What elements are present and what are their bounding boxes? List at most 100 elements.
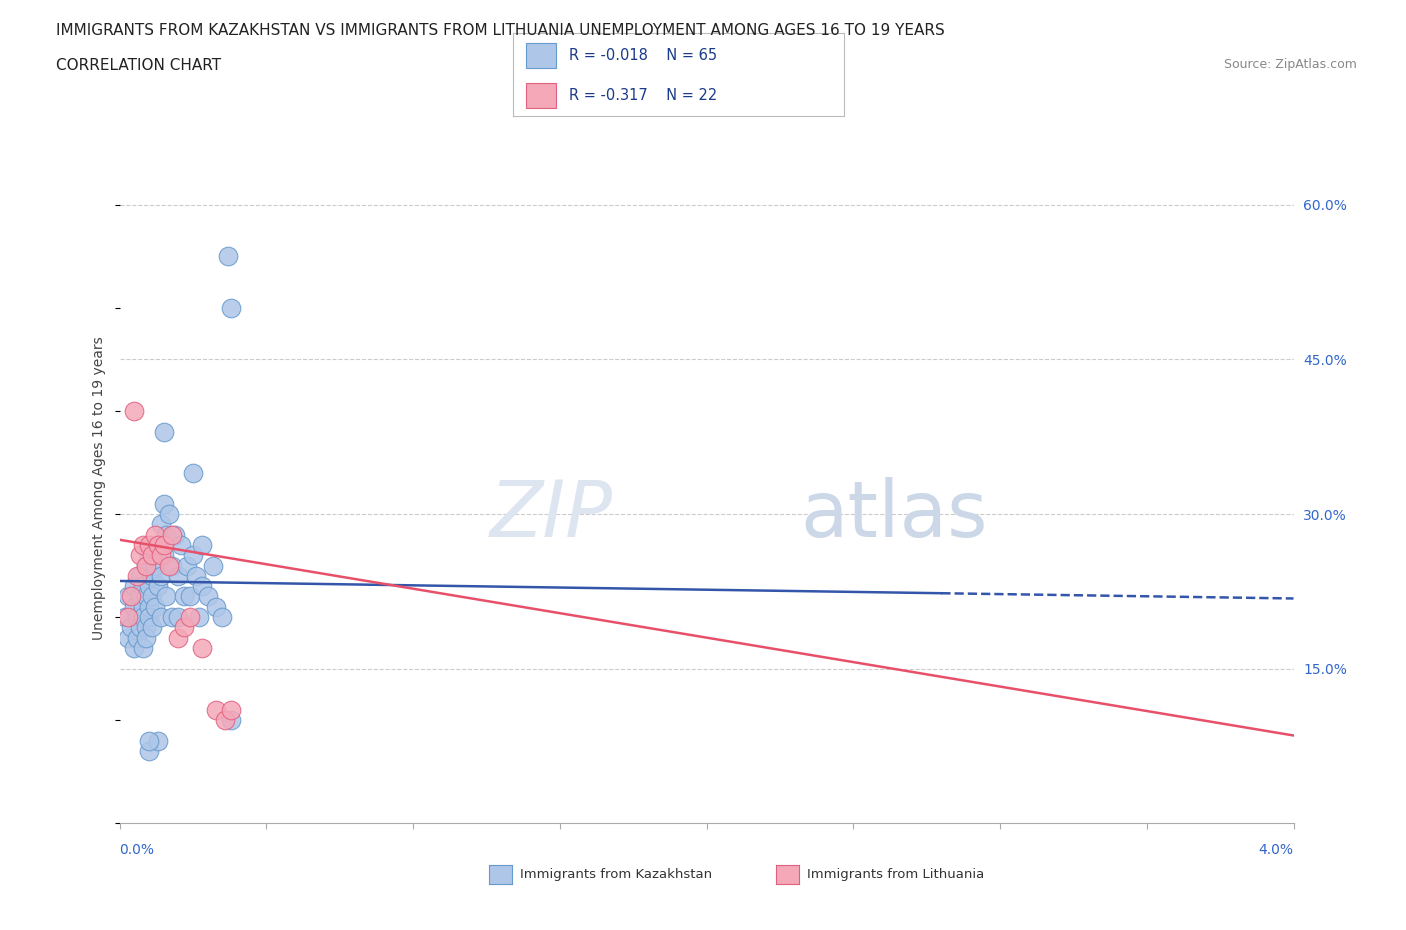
Point [146,578,169,593]
Point [132,609,155,624]
Point [141,548,163,563]
Point [173,589,195,604]
Text: CORRELATION CHART: CORRELATION CHART [56,58,221,73]
Y-axis label: Unemployment Among Ages 16 to 19 years: Unemployment Among Ages 16 to 19 years [93,337,107,640]
Point [211,609,233,624]
Point [170,538,193,552]
Point [117,609,139,624]
Point [135,558,157,573]
Point [135,589,157,604]
Point [157,507,180,522]
Point [184,568,207,583]
Text: IMMIGRANTS FROM KAZAKHSTAN VS IMMIGRANTS FROM LITHUANIA UNEMPLOYMENT AMONG AGES : IMMIGRANTS FROM KAZAKHSTAN VS IMMIGRANTS… [56,23,945,38]
Point [127,631,149,645]
Point [122,641,145,656]
Point [129,620,152,635]
Point [132,599,155,614]
Point [149,548,172,563]
Point [143,527,166,542]
Text: R = -0.317    N = 22: R = -0.317 N = 22 [569,87,717,103]
Point [162,558,184,573]
Point [135,620,157,635]
Point [149,568,172,583]
Point [190,578,212,593]
Text: ZIP: ZIP [489,477,613,553]
Point [173,620,195,635]
Point [135,558,157,573]
Point [217,249,239,264]
Point [190,538,212,552]
Point [179,609,201,624]
Point [197,589,219,604]
Point [138,609,160,624]
Text: 4.0%: 4.0% [1258,843,1294,857]
Bar [526,83,557,108]
Text: atlas: atlas [800,477,988,553]
Point [187,609,209,624]
Point [167,609,190,624]
Point [179,589,201,604]
Point [132,578,155,593]
Bar [526,43,557,68]
Point [138,743,160,758]
Text: Source: ZipAtlas.com: Source: ZipAtlas.com [1223,58,1357,71]
Point [122,578,145,593]
Point [117,631,139,645]
Point [138,733,160,748]
Point [120,620,142,635]
Point [122,404,145,418]
Point [219,712,242,727]
Point [120,589,142,604]
Point [205,599,228,614]
Point [152,538,174,552]
Point [149,517,172,532]
Point [152,497,174,512]
Point [127,609,149,624]
Point [143,599,166,614]
Point [219,702,242,717]
Point [146,538,169,552]
Point [176,558,198,573]
Point [132,538,155,552]
Point [129,548,152,563]
Point [190,641,212,656]
Point [143,558,166,573]
Point [167,631,190,645]
Text: R = -0.018    N = 65: R = -0.018 N = 65 [569,47,717,62]
Point [149,609,172,624]
Point [135,631,157,645]
Point [117,589,139,604]
Point [127,568,149,583]
Point [157,558,180,573]
Point [155,527,177,542]
Point [141,620,163,635]
Point [141,568,163,583]
Point [155,589,177,604]
Point [152,424,174,439]
Point [138,599,160,614]
Point [167,568,190,583]
Point [146,538,169,552]
Point [181,465,204,480]
Point [138,538,160,552]
Point [165,527,187,542]
Point [205,702,228,717]
Text: Immigrants from Kazakhstan: Immigrants from Kazakhstan [520,868,713,881]
Point [219,300,242,315]
Point [129,568,152,583]
Text: Immigrants from Lithuania: Immigrants from Lithuania [807,868,984,881]
Point [162,609,184,624]
Point [202,558,225,573]
Point [152,548,174,563]
Point [138,578,160,593]
Point [146,733,169,748]
Point [129,589,152,604]
Point [132,641,155,656]
Text: 0.0%: 0.0% [120,843,155,857]
Point [181,548,204,563]
Point [122,599,145,614]
Point [138,548,160,563]
Point [114,609,136,624]
Point [141,589,163,604]
Point [162,527,184,542]
